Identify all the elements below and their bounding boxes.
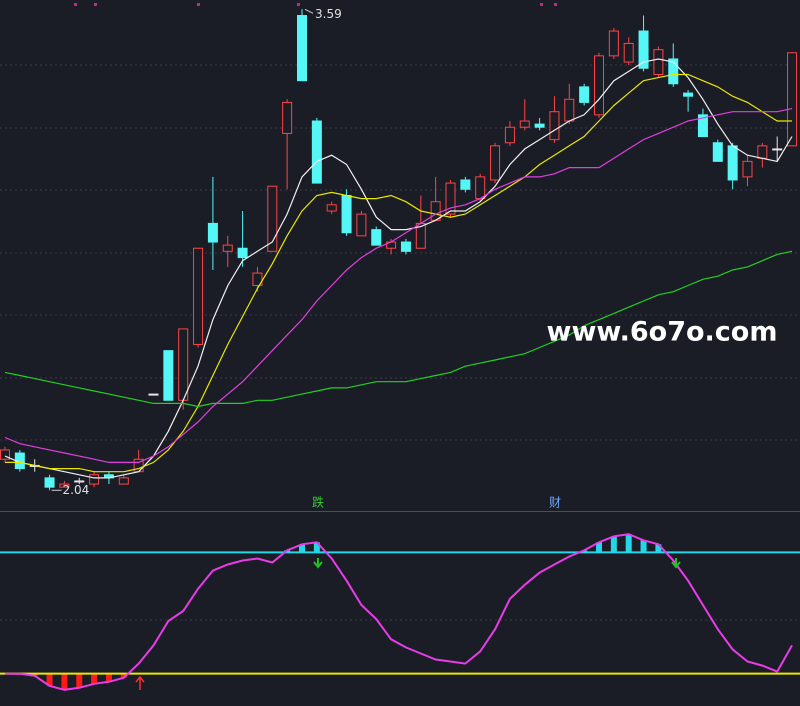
histogram-bar	[640, 540, 647, 553]
candle-body	[549, 111, 560, 141]
histogram-bar	[596, 542, 602, 553]
signal-label: 财	[549, 496, 561, 510]
candle-body	[727, 145, 738, 181]
histogram-bar	[31, 673, 38, 676]
moving-average	[5, 73, 792, 473]
candle-body	[356, 213, 367, 237]
histogram-bar	[46, 673, 53, 686]
candle-body	[118, 477, 129, 485]
candle-body	[772, 148, 783, 151]
signal-label: 跌	[312, 495, 324, 510]
candle-body	[638, 30, 649, 69]
candle-body	[237, 247, 248, 259]
histogram-bar	[655, 544, 662, 553]
moving-average	[4, 108, 793, 463]
candle-body	[668, 58, 679, 85]
candle-body	[44, 477, 55, 488]
candle-body	[193, 247, 204, 345]
candle-body	[445, 182, 456, 215]
candle-body	[207, 222, 218, 243]
candle-body	[163, 350, 174, 401]
top-dots	[74, 3, 557, 6]
histogram-bar	[299, 544, 305, 553]
guides	[0, 64, 800, 621]
moving-average	[4, 250, 793, 408]
candle-body	[787, 52, 798, 147]
candle-body	[757, 145, 768, 159]
candle-body	[297, 15, 307, 82]
dot	[94, 3, 97, 6]
candle-body	[178, 328, 189, 401]
histogram-bar	[105, 673, 112, 682]
candle-body	[534, 123, 545, 128]
candle-body	[89, 474, 100, 485]
label-pointer	[304, 8, 314, 14]
sell-arrow	[671, 558, 681, 569]
candle-body	[0, 449, 10, 460]
candle-body	[311, 120, 322, 184]
candle-body	[475, 176, 486, 200]
candle-body	[712, 142, 723, 162]
histogram-bar	[625, 534, 632, 553]
candle-body	[564, 98, 575, 122]
dot	[554, 3, 557, 6]
candle-body	[504, 126, 515, 144]
candle-body	[683, 92, 694, 97]
dot	[197, 3, 200, 6]
candle-body	[519, 120, 530, 128]
candle-body	[371, 229, 382, 246]
histogram-bar	[61, 673, 68, 690]
candle-body	[148, 393, 159, 396]
candle-body	[326, 204, 337, 212]
max-price-label: 3.59	[315, 7, 342, 21]
candle-body	[341, 194, 352, 234]
min-price-label: 2.04	[63, 483, 90, 497]
candle-body	[74, 480, 85, 483]
watermark: www.6o7o.com	[547, 317, 778, 348]
candle-body	[222, 244, 233, 252]
histogram-bar	[610, 536, 617, 553]
histogram-bar	[313, 542, 320, 553]
candle-body	[460, 179, 471, 190]
histogram-bar	[91, 673, 98, 684]
histogram-bar	[76, 673, 83, 688]
buy-arrow	[135, 675, 145, 690]
candle-body	[608, 30, 619, 57]
candle-body	[430, 201, 441, 221]
dot	[74, 3, 77, 6]
candle-body	[282, 101, 293, 134]
candle-body	[400, 241, 411, 252]
candle-body	[490, 145, 501, 181]
sell-arrow	[313, 558, 323, 569]
candle-body	[653, 49, 664, 75]
dot	[540, 3, 543, 6]
candle-body	[579, 86, 590, 103]
dot	[297, 3, 300, 6]
candle-body	[594, 55, 604, 116]
oscillator-line	[5, 533, 793, 691]
histogram-bar	[120, 673, 127, 678]
candle-body	[623, 42, 634, 63]
candle-body	[267, 185, 278, 252]
candle-body	[59, 483, 70, 488]
moving-average	[4, 58, 793, 479]
candle-body	[697, 114, 708, 138]
candle-body	[252, 272, 263, 286]
candle-body	[742, 160, 753, 178]
